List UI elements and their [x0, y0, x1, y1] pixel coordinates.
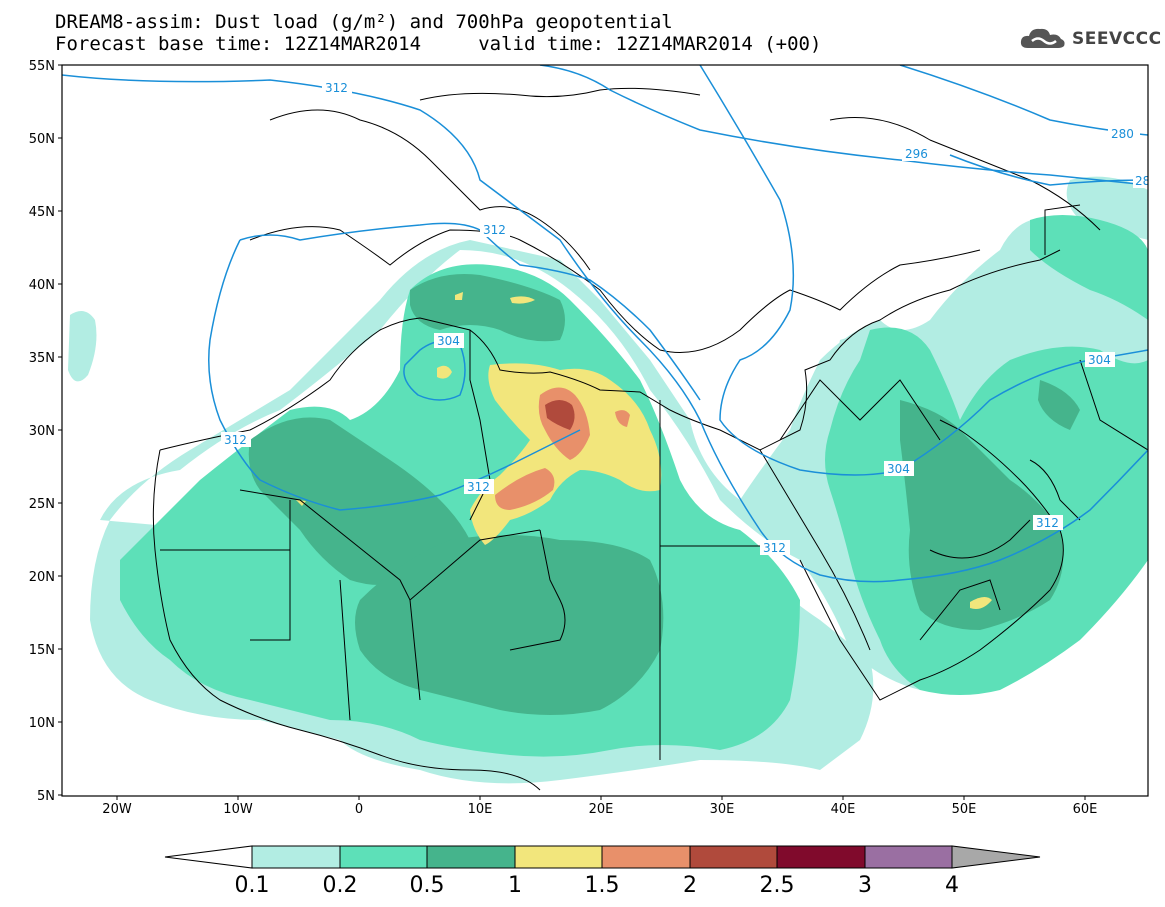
lat-label: 5N: [37, 789, 55, 804]
geopotential-contours: [62, 65, 1148, 583]
colorbar-over-arrow: [951, 845, 1041, 869]
logo-text: SEEVCCC: [1072, 29, 1162, 49]
lat-label: 15N: [29, 643, 55, 658]
colorbar-label: 4: [945, 873, 959, 898]
lat-label: 40N: [29, 278, 55, 293]
contour-label: 312: [763, 541, 786, 555]
lon-label: 20E: [589, 802, 614, 817]
lat-label: 30N: [29, 424, 55, 439]
lon-label: 10E: [468, 802, 493, 817]
lat-label: 10N: [29, 716, 55, 731]
lon-label: 0: [355, 802, 363, 817]
lon-axis: 20W 10W 0 10E 20E 30E 40E 50E 60E: [102, 796, 1097, 817]
colorbar-swatch: [514, 845, 603, 869]
contour-label: 312: [467, 480, 490, 494]
colorbar: 0.1 0.2 0.5 1 1.5 2 2.5 3 4: [164, 845, 1041, 898]
contour-label: 280: [1111, 127, 1134, 141]
colorbar-label: 1.5: [585, 873, 620, 898]
colorbar-label: 2.5: [760, 873, 795, 898]
colorbar-label: 3: [858, 873, 872, 898]
colorbar-label: 1: [508, 873, 522, 898]
colorbar-under-arrow: [164, 845, 253, 869]
colorbar-swatch: [776, 845, 866, 869]
colorbar-swatch: [251, 845, 341, 869]
dust-layer-03: [248, 274, 1080, 715]
colorbar-label: 0.5: [410, 873, 445, 898]
lat-label: 20N: [29, 570, 55, 585]
colorbar-swatch: [689, 845, 778, 869]
lon-label: 60E: [1073, 802, 1098, 817]
contour-label: 312: [224, 433, 247, 447]
contour-label: 312: [325, 81, 348, 95]
contour-label: 312: [1036, 516, 1059, 530]
map-subtitle: Forecast base time: 12Z14MAR2014 valid t…: [55, 33, 822, 55]
colorbar-swatch: [601, 845, 691, 869]
lat-label: 50N: [29, 132, 55, 147]
map-title: DREAM8-assim: Dust load (g/m²) and 700hP…: [55, 11, 673, 33]
contour-label: 304: [437, 334, 460, 348]
lat-label: 25N: [29, 497, 55, 512]
colorbar-label: 2: [683, 873, 697, 898]
colorbar-swatch: [864, 845, 953, 869]
lat-label: 45N: [29, 205, 55, 220]
seevccc-logo: SEEVCCC: [1018, 24, 1162, 54]
colorbar-swatch: [426, 845, 516, 869]
lon-label: 30E: [710, 802, 735, 817]
cloud-icon: [1020, 28, 1065, 48]
map-area: 312 296 280 28 312 304 312 312 312 304 3…: [62, 65, 1150, 796]
lon-label: 20W: [102, 802, 132, 817]
contour-label: 312: [483, 223, 506, 237]
colorbar-swatch: [339, 845, 428, 869]
lon-label: 40E: [831, 802, 856, 817]
lon-label: 10W: [223, 802, 253, 817]
lat-label: 55N: [29, 59, 55, 74]
contour-label: 28: [1135, 174, 1150, 188]
lat-axis: 55N 50N 45N 40N 35N 30N 25N 20N 15N 10N …: [29, 59, 62, 804]
dust-layer-06: [545, 400, 575, 430]
lon-label: 50E: [952, 802, 977, 817]
coastlines: [152, 87, 1148, 791]
lat-label: 35N: [29, 351, 55, 366]
contour-labels: 312 296 280 28 312 304 312 312 312 304 3…: [221, 80, 1150, 555]
colorbar-label: 0.1: [235, 873, 270, 898]
contour-label: 304: [887, 462, 910, 476]
colorbar-label: 0.2: [323, 873, 358, 898]
contour-label: 304: [1088, 353, 1111, 367]
contour-label: 296: [905, 147, 928, 161]
